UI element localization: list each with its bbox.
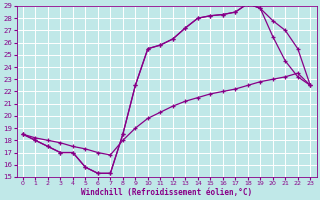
X-axis label: Windchill (Refroidissement éolien,°C): Windchill (Refroidissement éolien,°C) (81, 188, 252, 197)
